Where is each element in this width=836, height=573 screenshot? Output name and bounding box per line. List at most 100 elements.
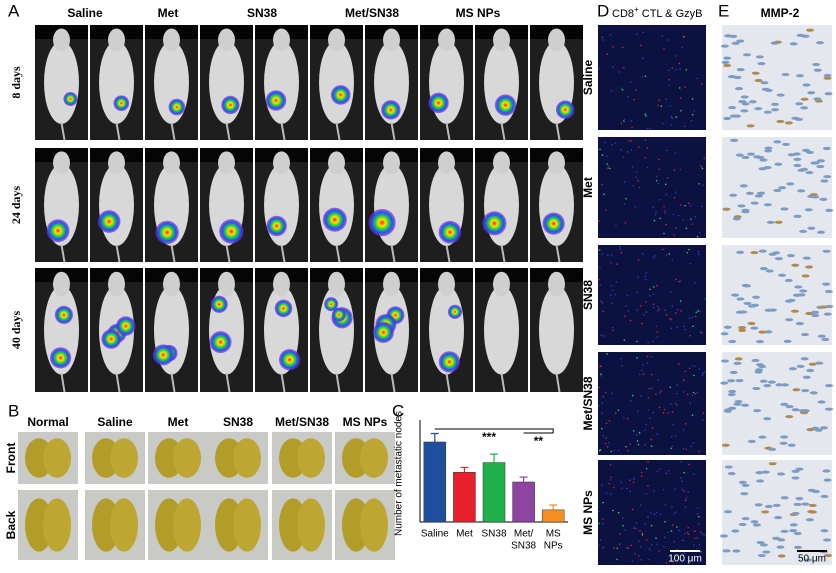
cell-dot — [664, 212, 667, 214]
cell-nucleus — [768, 462, 777, 466]
cell-dot — [642, 57, 644, 60]
cell-nucleus — [789, 529, 798, 533]
cell-nucleus — [800, 97, 809, 101]
cell-dot — [665, 193, 668, 196]
cell-dot — [702, 372, 704, 375]
bioluminescence — [555, 100, 575, 119]
cell-dot — [655, 179, 658, 182]
cell-nucleus — [752, 295, 761, 299]
cell-dot — [674, 435, 677, 437]
cell-nucleus — [778, 186, 787, 190]
cell-dot — [676, 326, 678, 329]
cell-dot — [692, 365, 694, 367]
cell-nucleus — [776, 119, 785, 124]
cell-dot — [693, 530, 695, 533]
cell-dot — [672, 560, 675, 563]
mouse-head — [53, 271, 70, 297]
mouse-body — [319, 163, 354, 247]
cell-dot — [621, 487, 623, 489]
cell-dot — [699, 550, 702, 553]
cell-dot — [665, 561, 668, 564]
cell-nucleus — [735, 153, 744, 157]
row-label: 40 days — [9, 310, 23, 349]
cell-dot — [623, 118, 626, 121]
cell-dot — [625, 305, 627, 307]
cell-dot — [670, 530, 673, 532]
cell-dot — [693, 544, 696, 546]
mouse-body — [484, 285, 519, 375]
cell-nucleus — [777, 472, 786, 476]
cell-dot — [690, 445, 693, 448]
cell-dot — [599, 539, 602, 542]
cell-nucleus — [736, 39, 745, 43]
cell-dot — [636, 33, 638, 35]
cell-dot — [611, 326, 614, 329]
cell-dot — [610, 284, 613, 287]
cell-dot — [654, 214, 657, 216]
cell-dot — [675, 227, 677, 229]
cell-dot — [653, 490, 655, 492]
cell-dot — [682, 447, 685, 450]
cell-dot — [601, 253, 603, 255]
cell-dot — [646, 127, 649, 130]
cell-dot — [676, 526, 678, 528]
cell-dot — [601, 36, 604, 39]
cell-nucleus — [807, 488, 816, 492]
cell-nucleus — [746, 124, 755, 128]
cell-dot — [619, 248, 622, 250]
mouse-tail — [390, 373, 396, 393]
cell-dot — [670, 318, 673, 321]
x-tick-label: Met — [456, 529, 473, 540]
cell-dot — [604, 141, 606, 144]
cell-dot — [651, 387, 653, 389]
cell-nucleus — [774, 162, 783, 166]
cell-dot — [673, 169, 676, 171]
cell-dot — [682, 391, 685, 393]
cell-dot — [655, 393, 657, 396]
error-bar — [490, 453, 498, 463]
cell-nucleus — [778, 273, 787, 277]
cell-dot — [641, 76, 643, 78]
cell-dot — [616, 547, 619, 550]
cell-nucleus — [723, 56, 732, 60]
mouse-tail — [555, 122, 561, 141]
cell-nucleus — [723, 116, 732, 121]
cell-dot — [631, 165, 634, 168]
cell-dot — [658, 99, 660, 102]
cell-dot — [635, 521, 638, 524]
cell-dot — [679, 477, 682, 479]
bioluminescence — [101, 329, 122, 349]
bioluminescence — [274, 299, 293, 318]
cell-nucleus — [772, 503, 781, 507]
cell-nucleus — [728, 389, 737, 394]
cell-dot — [698, 182, 700, 185]
cell-dot — [598, 449, 601, 452]
cell-dot — [668, 84, 670, 86]
cell-dot — [684, 204, 686, 207]
cell-nucleus — [758, 249, 767, 253]
bar — [482, 462, 506, 523]
cell-dot — [656, 511, 658, 514]
cell-dot — [650, 373, 653, 376]
cell-nucleus — [763, 165, 772, 170]
cell-nucleus — [816, 41, 825, 45]
cell-dot — [656, 470, 659, 473]
bioluminescence — [97, 210, 121, 233]
cell-dot — [624, 529, 627, 531]
mouse-tail — [115, 244, 121, 263]
cell-nucleus — [791, 469, 800, 473]
mouse-head — [548, 28, 565, 52]
cell-dot — [644, 113, 647, 115]
cell-dot — [656, 543, 658, 546]
cell-dot — [670, 123, 672, 126]
cell-dot — [601, 427, 603, 430]
cell-dot — [612, 66, 614, 68]
bioluminescence — [210, 295, 228, 313]
cell-nucleus — [804, 208, 813, 212]
cell-nucleus — [805, 171, 814, 175]
cell-dot — [635, 89, 638, 91]
cell-dot — [650, 438, 653, 441]
bioluminescence — [324, 297, 339, 312]
cell-dot — [607, 254, 609, 257]
cell-dot — [678, 62, 681, 65]
